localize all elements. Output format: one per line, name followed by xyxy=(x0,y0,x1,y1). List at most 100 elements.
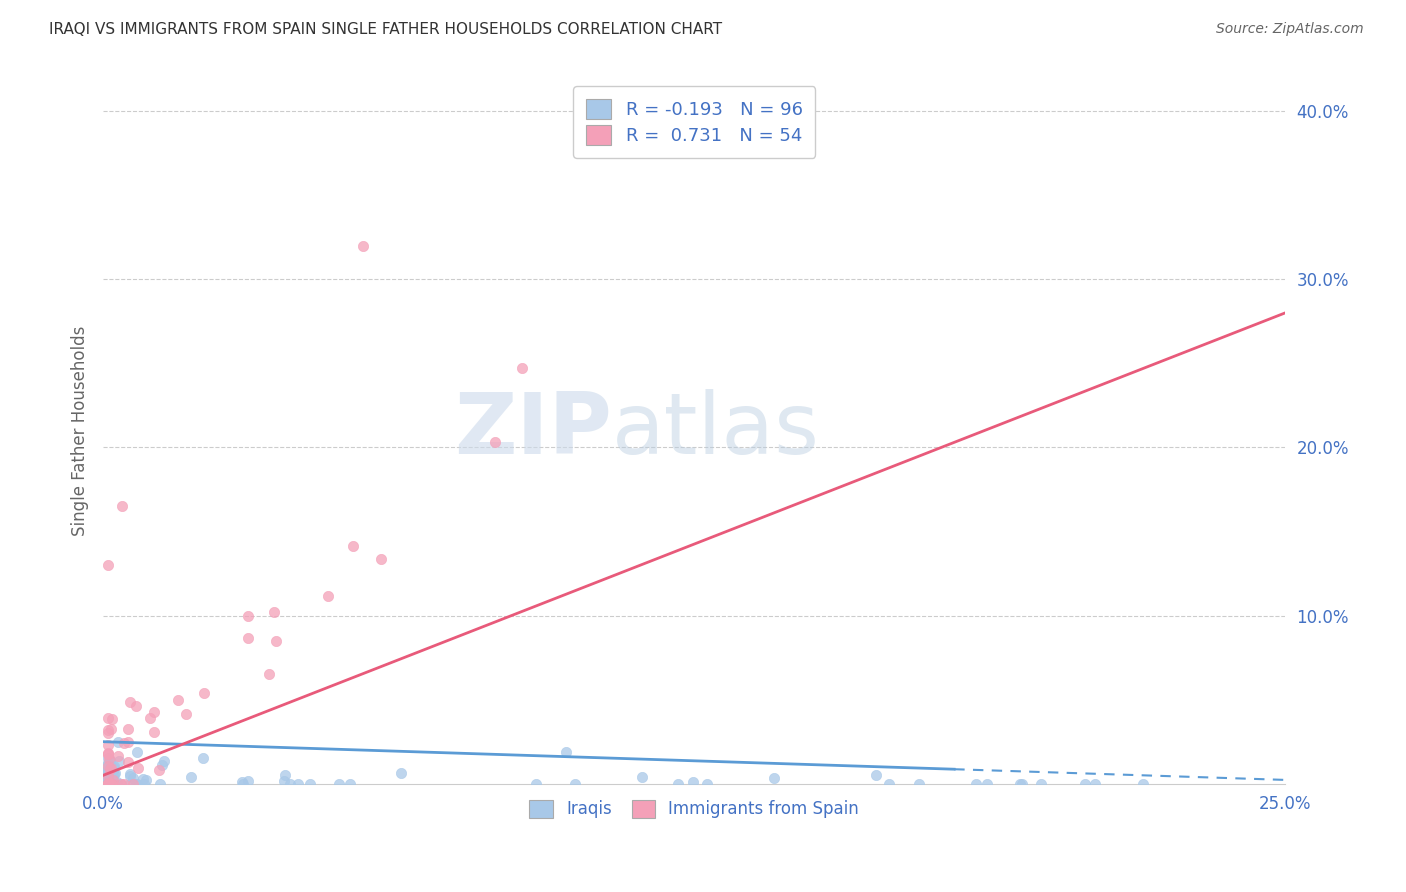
Point xyxy=(110,777,132,791)
Point xyxy=(97,775,120,789)
Point xyxy=(193,686,215,700)
Point xyxy=(97,747,120,761)
Point xyxy=(97,770,120,784)
Point xyxy=(97,777,120,791)
Point xyxy=(103,759,125,773)
Point xyxy=(696,777,718,791)
Point xyxy=(112,736,135,750)
Point xyxy=(1011,777,1033,791)
Point xyxy=(103,767,125,781)
Point xyxy=(148,763,170,777)
Point xyxy=(97,777,120,791)
Point xyxy=(122,777,145,791)
Point xyxy=(526,777,548,791)
Point xyxy=(97,777,120,791)
Point xyxy=(132,772,155,787)
Point xyxy=(98,763,121,777)
Point xyxy=(97,772,120,787)
Point xyxy=(97,757,120,772)
Point xyxy=(97,768,120,782)
Point xyxy=(117,756,139,770)
Point xyxy=(120,695,142,709)
Point xyxy=(97,756,120,771)
Point xyxy=(257,667,280,681)
Point xyxy=(339,777,361,791)
Point xyxy=(287,777,309,791)
Point xyxy=(564,777,586,791)
Point xyxy=(100,722,122,736)
Point xyxy=(1074,777,1097,791)
Point xyxy=(103,777,125,791)
Point xyxy=(682,775,704,789)
Point xyxy=(97,761,120,775)
Point xyxy=(143,705,166,719)
Point xyxy=(107,735,129,749)
Point xyxy=(97,747,120,761)
Point xyxy=(97,777,120,791)
Point xyxy=(97,558,120,573)
Point xyxy=(263,605,285,619)
Point xyxy=(127,761,149,775)
Point xyxy=(1008,777,1031,791)
Point xyxy=(97,711,120,725)
Point xyxy=(97,777,120,791)
Point xyxy=(97,739,120,753)
Point xyxy=(180,771,202,785)
Point xyxy=(232,777,254,791)
Point xyxy=(150,758,173,772)
Point xyxy=(153,754,176,768)
Text: atlas: atlas xyxy=(612,389,820,472)
Point xyxy=(98,776,121,790)
Point xyxy=(97,726,120,740)
Point xyxy=(98,751,121,765)
Point xyxy=(97,771,120,785)
Point xyxy=(1029,777,1052,791)
Point xyxy=(555,745,578,759)
Point xyxy=(101,713,124,727)
Point xyxy=(389,765,412,780)
Point xyxy=(98,770,121,784)
Point xyxy=(1132,777,1154,791)
Point xyxy=(97,776,120,790)
Point xyxy=(97,723,120,738)
Point xyxy=(97,765,120,780)
Point xyxy=(142,724,165,739)
Point xyxy=(328,777,350,791)
Point xyxy=(100,777,122,791)
Point xyxy=(762,772,785,786)
Point xyxy=(97,777,120,791)
Point xyxy=(105,775,128,789)
Point xyxy=(231,775,253,789)
Point xyxy=(100,761,122,775)
Point xyxy=(298,777,321,791)
Point xyxy=(484,434,506,449)
Point xyxy=(107,748,129,763)
Point xyxy=(104,766,127,780)
Point xyxy=(101,764,124,779)
Text: IRAQI VS IMMIGRANTS FROM SPAIN SINGLE FATHER HOUSEHOLDS CORRELATION CHART: IRAQI VS IMMIGRANTS FROM SPAIN SINGLE FA… xyxy=(49,22,723,37)
Point xyxy=(97,777,120,791)
Point xyxy=(112,777,135,791)
Point xyxy=(117,735,139,749)
Point xyxy=(97,775,120,789)
Point xyxy=(97,777,120,791)
Point xyxy=(110,777,132,791)
Point xyxy=(865,768,887,782)
Point xyxy=(97,772,120,786)
Point xyxy=(97,776,120,790)
Point xyxy=(118,777,141,791)
Point xyxy=(238,608,260,623)
Point xyxy=(125,698,148,713)
Point xyxy=(117,723,139,737)
Point xyxy=(236,773,259,788)
Point xyxy=(97,764,120,779)
Point xyxy=(139,711,162,725)
Point xyxy=(97,770,120,784)
Point xyxy=(149,777,172,791)
Point xyxy=(97,777,120,791)
Point xyxy=(98,761,121,775)
Point xyxy=(135,772,157,787)
Point xyxy=(98,753,121,767)
Point xyxy=(264,633,287,648)
Point xyxy=(976,777,998,791)
